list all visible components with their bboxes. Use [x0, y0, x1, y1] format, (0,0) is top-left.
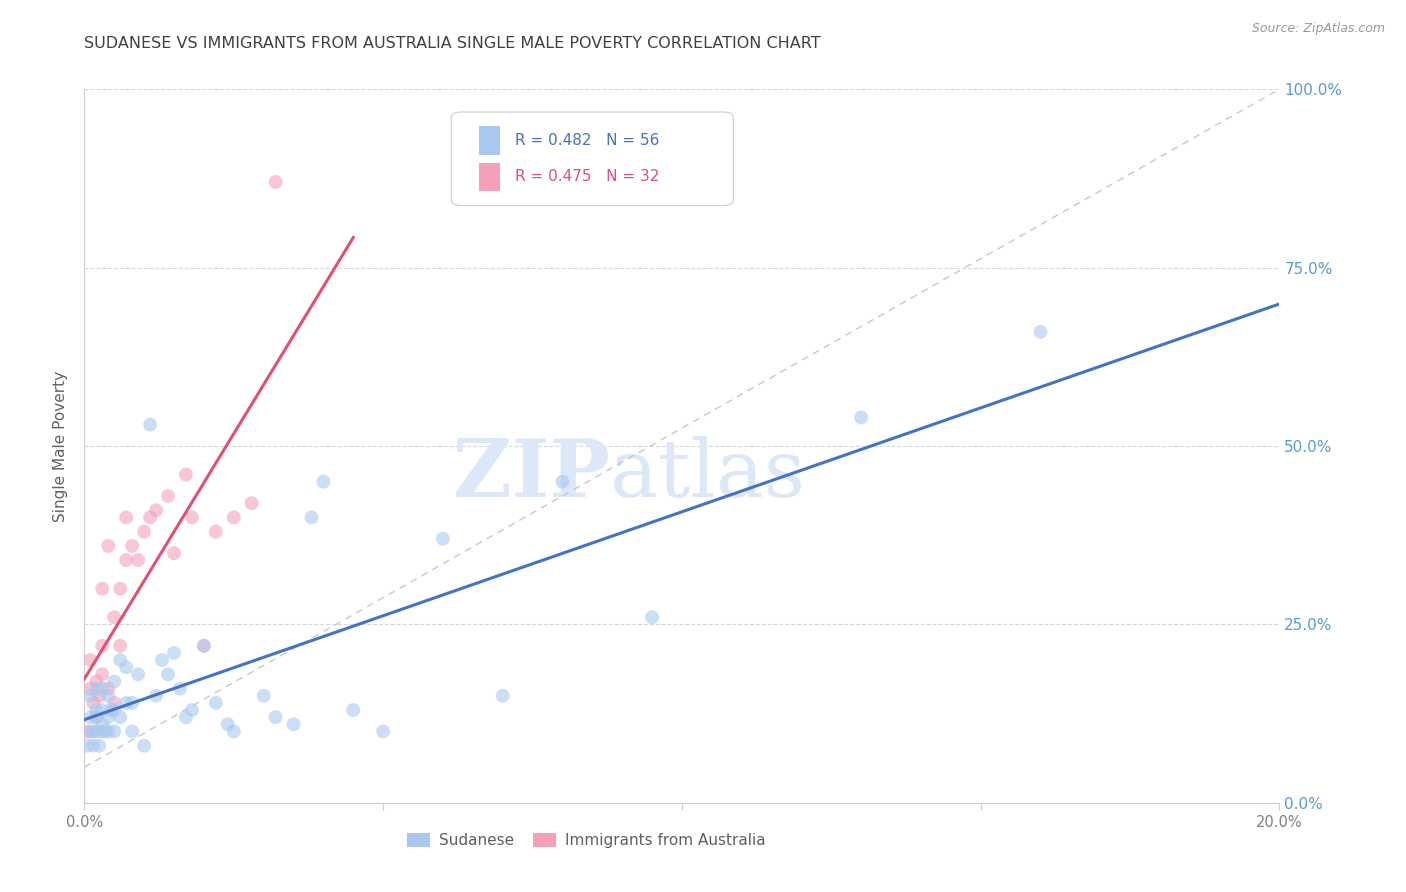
- Point: [82, 696, 104, 710]
- Point: [86, 681, 108, 696]
- Point: [1029, 325, 1052, 339]
- Text: atlas: atlas: [610, 435, 806, 514]
- Point: [193, 639, 215, 653]
- Point: [86, 710, 108, 724]
- Point: [82, 724, 104, 739]
- Point: [79, 724, 101, 739]
- Point: [103, 610, 125, 624]
- Point: [82, 739, 104, 753]
- Point: [97, 689, 120, 703]
- Point: [150, 653, 173, 667]
- Point: [121, 539, 143, 553]
- Point: [283, 717, 305, 731]
- Point: [373, 724, 395, 739]
- Legend: Sudanese, Immigrants from Australia: Sudanese, Immigrants from Australia: [399, 825, 773, 855]
- Point: [205, 696, 228, 710]
- Point: [103, 696, 125, 710]
- Point: [91, 667, 114, 681]
- Point: [127, 667, 149, 681]
- Point: [86, 674, 108, 689]
- Point: [110, 710, 132, 724]
- Point: [174, 467, 197, 482]
- Point: [100, 703, 122, 717]
- Point: [217, 717, 239, 731]
- Point: [97, 724, 120, 739]
- Point: [264, 175, 287, 189]
- Point: [79, 653, 101, 667]
- Point: [181, 703, 204, 717]
- Point: [89, 689, 111, 703]
- Point: [132, 739, 156, 753]
- Point: [89, 739, 111, 753]
- Point: [240, 496, 263, 510]
- Point: [163, 646, 186, 660]
- Text: ZIP: ZIP: [453, 435, 610, 514]
- Point: [79, 710, 101, 724]
- Point: [121, 696, 143, 710]
- Point: [86, 710, 108, 724]
- Point: [76, 739, 98, 753]
- Point: [86, 703, 108, 717]
- Text: Source: ZipAtlas.com: Source: ZipAtlas.com: [1251, 22, 1385, 36]
- Text: SUDANESE VS IMMIGRANTS FROM AUSTRALIA SINGLE MALE POVERTY CORRELATION CHART: SUDANESE VS IMMIGRANTS FROM AUSTRALIA SI…: [84, 36, 821, 51]
- Point: [97, 681, 120, 696]
- Point: [103, 703, 125, 717]
- Point: [110, 582, 132, 596]
- Point: [157, 667, 180, 681]
- Point: [301, 510, 323, 524]
- Point: [193, 639, 215, 653]
- Point: [851, 410, 873, 425]
- FancyBboxPatch shape: [479, 162, 501, 191]
- FancyBboxPatch shape: [451, 112, 734, 205]
- Point: [551, 475, 574, 489]
- Point: [432, 532, 454, 546]
- Point: [79, 689, 101, 703]
- Point: [145, 689, 167, 703]
- Point: [76, 724, 98, 739]
- Point: [115, 510, 138, 524]
- Text: R = 0.482   N = 56: R = 0.482 N = 56: [515, 133, 659, 148]
- Point: [115, 696, 138, 710]
- FancyBboxPatch shape: [479, 127, 501, 155]
- Point: [91, 724, 114, 739]
- Point: [132, 524, 156, 539]
- Point: [97, 710, 120, 724]
- Point: [103, 674, 125, 689]
- Point: [342, 703, 364, 717]
- Point: [169, 681, 191, 696]
- Point: [121, 724, 143, 739]
- Point: [91, 703, 114, 717]
- Point: [127, 553, 149, 567]
- Point: [222, 510, 245, 524]
- Point: [641, 610, 664, 624]
- Point: [222, 724, 245, 739]
- Point: [91, 681, 114, 696]
- Point: [264, 710, 287, 724]
- Point: [91, 582, 114, 596]
- Point: [110, 639, 132, 653]
- Point: [115, 553, 138, 567]
- Point: [110, 653, 132, 667]
- Point: [157, 489, 180, 503]
- Point: [139, 510, 162, 524]
- Point: [145, 503, 167, 517]
- Point: [91, 717, 114, 731]
- Point: [94, 724, 117, 739]
- Point: [253, 689, 276, 703]
- Y-axis label: Single Male Poverty: Single Male Poverty: [53, 370, 69, 522]
- Point: [103, 724, 125, 739]
- Point: [174, 710, 197, 724]
- Point: [205, 524, 228, 539]
- Text: R = 0.475   N = 32: R = 0.475 N = 32: [515, 169, 659, 185]
- Point: [97, 539, 120, 553]
- Point: [139, 417, 162, 432]
- Point: [91, 639, 114, 653]
- Point: [492, 689, 515, 703]
- Point: [86, 724, 108, 739]
- Point: [181, 510, 204, 524]
- Point: [79, 681, 101, 696]
- Point: [115, 660, 138, 674]
- Point: [163, 546, 186, 560]
- Point: [312, 475, 335, 489]
